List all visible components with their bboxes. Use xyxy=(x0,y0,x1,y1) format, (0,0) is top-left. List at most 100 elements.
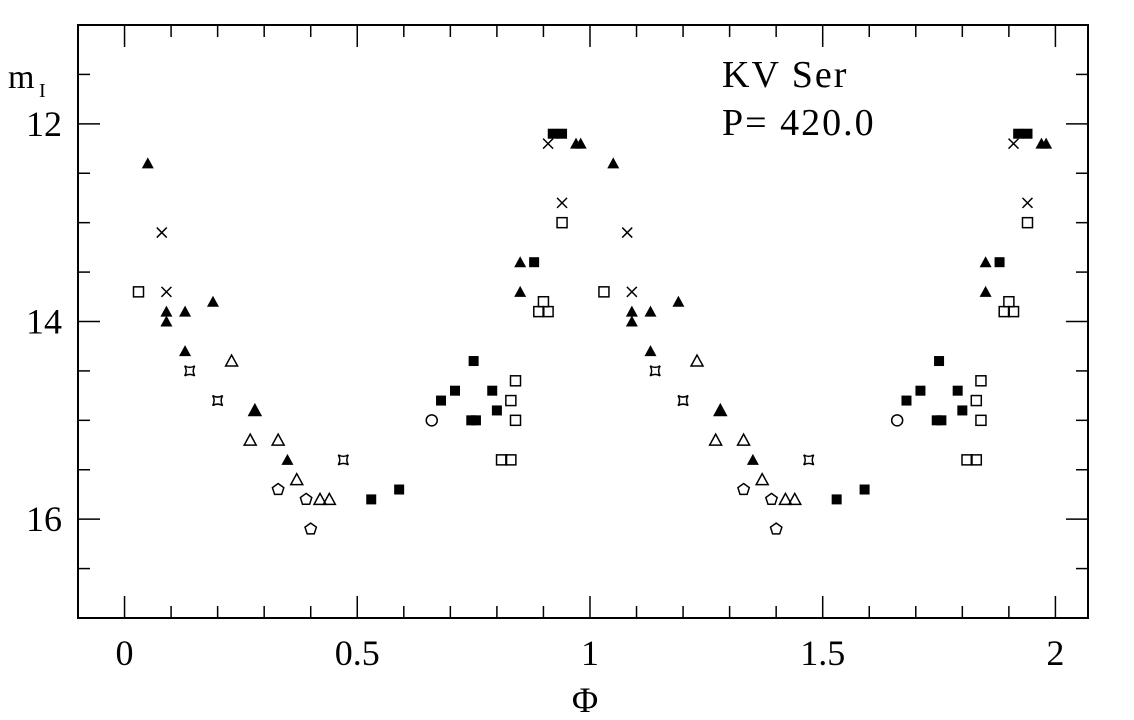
open-square-point xyxy=(495,454,508,466)
filled-square-point xyxy=(491,405,502,416)
x-axis-label: Φ xyxy=(572,680,598,720)
star-square-point xyxy=(184,365,196,377)
open-circle-point xyxy=(890,414,904,427)
filled-triangle-point xyxy=(179,305,192,317)
x-tick-label: 0 xyxy=(116,633,134,673)
open-square-point xyxy=(509,375,522,387)
pentagon-point xyxy=(769,522,783,535)
open-square-point xyxy=(998,305,1010,318)
open-triangle-point xyxy=(322,491,337,506)
pentagon-point xyxy=(299,492,313,506)
filled-square-point xyxy=(952,385,963,396)
filled-triangle-point xyxy=(979,285,992,297)
filled-square-point xyxy=(957,405,968,416)
filled-triangle-point xyxy=(746,453,759,465)
cross-point xyxy=(1007,138,1020,150)
y-axis-label: m xyxy=(8,59,34,96)
open-triangle-point xyxy=(247,402,263,417)
y-tick-label: 14 xyxy=(26,302,62,342)
open-square-point xyxy=(556,216,568,229)
filled-square-point xyxy=(366,494,377,505)
y-tick-label: 12 xyxy=(26,104,62,144)
filled-square-point xyxy=(936,415,947,426)
open-square-point xyxy=(598,286,610,298)
star-square-point xyxy=(211,394,224,407)
x-tick-label: 0.5 xyxy=(335,633,380,673)
open-square-point xyxy=(132,286,145,298)
open-triangle-point xyxy=(289,472,305,486)
filled-triangle-point xyxy=(607,157,620,169)
open-triangle-point xyxy=(270,432,286,446)
pentagon-point xyxy=(737,482,751,496)
filled-triangle-point xyxy=(574,137,587,149)
filled-triangle-point xyxy=(248,404,261,416)
open-square-point xyxy=(1021,216,1034,229)
axis-ticks xyxy=(78,25,1088,618)
pentagon-point xyxy=(304,522,318,535)
open-triangle-point xyxy=(312,491,328,506)
open-square-point xyxy=(970,394,983,407)
open-square-point xyxy=(975,375,987,387)
filled-triangle-point xyxy=(644,345,657,357)
filled-square-point xyxy=(470,415,481,426)
filled-square-point xyxy=(394,484,405,495)
y-axis-label-subscript: I xyxy=(39,80,46,102)
filled-square-point xyxy=(934,356,945,367)
open-square-point xyxy=(509,414,522,427)
cross-point xyxy=(556,197,568,209)
filled-triangle-point xyxy=(1040,137,1053,149)
filled-triangle-point xyxy=(179,345,192,357)
filled-triangle-point xyxy=(281,453,294,465)
period-annotation: P= 420.0 xyxy=(722,102,876,144)
cross-point xyxy=(160,286,172,298)
cross-point xyxy=(621,227,633,239)
open-triangle-point xyxy=(754,472,770,486)
open-square-point xyxy=(970,454,983,466)
star-square-point xyxy=(803,454,815,466)
star-square-point xyxy=(677,394,689,407)
filled-triangle-point xyxy=(672,295,685,307)
x-tick-label: 1.5 xyxy=(800,633,845,673)
filled-triangle-point xyxy=(514,285,527,297)
y-tick-label: 16 xyxy=(26,499,62,539)
filled-square-point xyxy=(487,385,498,396)
cross-point xyxy=(542,138,554,150)
filled-triangle-point xyxy=(160,305,173,317)
cross-point xyxy=(1021,197,1034,209)
open-square-point xyxy=(1007,305,1020,318)
filled-square-point xyxy=(915,385,926,396)
x-tick-label: 1 xyxy=(581,633,599,673)
tick-labels: 0 0.5 1 1.5 2 12 14 16 xyxy=(26,104,1064,673)
filled-triangle-point xyxy=(979,256,992,268)
open-square-point xyxy=(961,454,973,466)
filled-triangle-point xyxy=(714,404,727,416)
filled-triangle-point xyxy=(625,305,638,317)
filled-square-point xyxy=(529,257,540,268)
open-triangle-point xyxy=(689,353,705,367)
open-square-point xyxy=(542,305,554,318)
filled-square-point xyxy=(468,356,479,367)
open-square-point xyxy=(1003,295,1015,308)
filled-square-point xyxy=(557,128,568,139)
data-points xyxy=(132,128,1053,535)
plot-frame xyxy=(77,24,1089,619)
cross-point xyxy=(156,227,168,239)
open-square-point xyxy=(505,454,517,466)
filled-square-point xyxy=(1013,128,1024,139)
filled-triangle-point xyxy=(160,315,173,327)
filled-square-point xyxy=(901,395,912,406)
filled-triangle-point xyxy=(514,256,527,268)
filled-square-point xyxy=(436,395,447,406)
star-square-point xyxy=(649,365,661,377)
filled-triangle-point xyxy=(206,295,219,307)
cross-point xyxy=(626,286,638,298)
open-square-point xyxy=(537,295,550,308)
open-triangle-point xyxy=(787,491,803,506)
open-circle-point xyxy=(425,414,438,427)
filled-square-point xyxy=(450,385,461,396)
filled-square-point xyxy=(547,128,558,139)
open-triangle-point xyxy=(224,353,239,367)
filled-square-point xyxy=(1022,128,1033,139)
star-square-point xyxy=(337,454,349,466)
